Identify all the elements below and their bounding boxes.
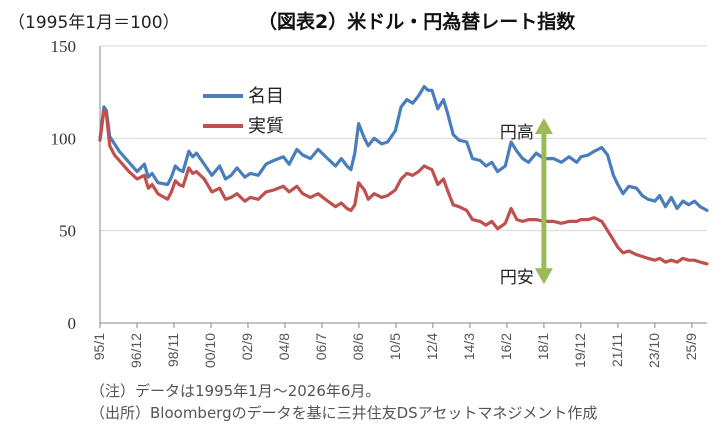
series-lines [98,85,709,266]
y-tick-label: 50 [59,222,76,241]
y-tick-labels: 0 50 100 150 [51,37,77,333]
y-tick-label: 150 [51,37,77,56]
x-tick-label: 96/12 [128,333,144,368]
series-line-名目 [98,85,709,212]
x-tick-label: 19/12 [572,333,588,368]
x-tick-label: 16/2 [498,333,514,360]
x-tick-label: 06/7 [313,333,329,360]
legend-label: 実質 [248,116,284,137]
series-line-実質 [98,109,709,266]
x-tick-labels: 95/1 96/12 98/11 00/10 02/9 04/8 06/7 08/6 10/5 1… [91,333,699,368]
gridlines [100,45,707,232]
yen-strong-label: 円高 [500,123,534,143]
note-source: （出所）Bloombergのデータを基に三井住友DSアセットマネジメント作成 [90,404,598,422]
x-tick-label: 25/9 [683,333,699,360]
x-tick-label: 00/10 [202,333,218,368]
arrow-head-up [534,118,553,135]
y-tick-label: 0 [68,314,77,333]
y-tick-label: 100 [51,129,77,148]
legend-label: 名目 [248,86,284,107]
x-tick-label: 21/11 [609,333,625,367]
x-tick-label: 08/6 [350,333,366,360]
yen-weak-label: 円安 [500,268,534,288]
arrow-head-down [534,268,553,285]
chart-title: （図表2）米ドル・円為替レート指数 [258,11,576,33]
note-period: （注）データは1995年1月～2026年6月。 [90,382,381,400]
x-tick-label: 10/5 [387,333,403,360]
x-tick-label: 18/1 [535,333,551,360]
x-tick-label: 02/9 [239,333,255,360]
axes [99,46,707,328]
x-tick-label: 14/3 [461,333,477,360]
x-tick-label: 95/1 [91,333,107,360]
x-tick-label: 23/10 [646,333,662,368]
unit-label: （1995年1月＝100） [8,13,180,33]
x-tick-label: 98/11 [165,333,181,367]
line-chart: 0 50 100 150 95/1 96/12 98/11 00/10 02/9 04/8 06/… [51,37,709,368]
x-tick-label: 04/8 [276,333,292,360]
x-tick-label: 12/4 [424,333,440,360]
